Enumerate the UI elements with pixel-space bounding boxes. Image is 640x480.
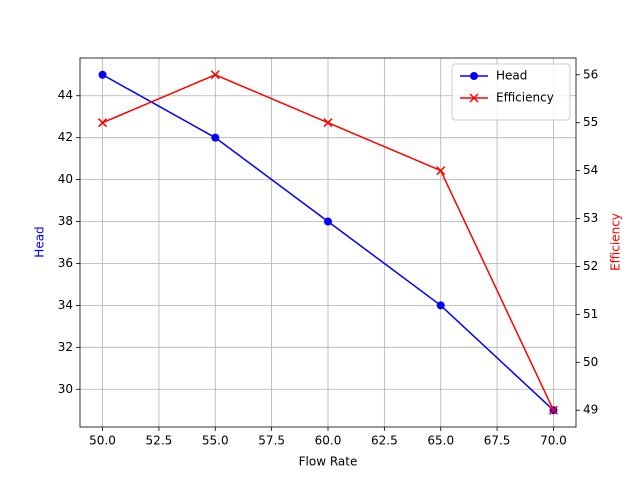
marker <box>210 70 220 80</box>
marker <box>324 217 332 226</box>
x-tick-label: 60.0 <box>315 434 342 448</box>
y2-axis-label: Efficiency <box>609 213 623 271</box>
x-tick-label: 62.5 <box>371 434 398 448</box>
x-axis-label: Flow Rate <box>299 455 358 469</box>
marker <box>548 405 558 415</box>
y-tick-label: 42 <box>58 130 73 144</box>
marker <box>436 166 446 176</box>
y2-tick-label: 50 <box>583 355 598 369</box>
y2-tick-label: 54 <box>583 163 598 177</box>
y-tick-label: 34 <box>58 298 73 312</box>
y2-tick-label: 53 <box>583 211 598 225</box>
marker <box>469 93 479 103</box>
y-axis-label: Head <box>33 226 47 257</box>
y-tick-label: 40 <box>58 172 73 186</box>
marker <box>98 70 107 79</box>
y2-tick-label: 52 <box>583 259 598 273</box>
plot-frame <box>79 57 577 428</box>
marker <box>211 133 220 142</box>
x-tick-label: 70.0 <box>540 434 567 448</box>
marker <box>470 72 478 80</box>
legend: Head Efficiency <box>451 63 571 121</box>
x-tick-label: 65.0 <box>427 434 454 448</box>
legend-box <box>451 63 571 121</box>
y-tick-label: 32 <box>58 340 73 354</box>
x-tick-label: 67.5 <box>484 434 511 448</box>
y2-tick-label: 56 <box>583 67 598 81</box>
marker <box>98 118 108 128</box>
legend-label: Head <box>496 69 527 83</box>
x-tick-label: 57.5 <box>258 434 285 448</box>
x-tick-label: 55.0 <box>202 434 229 448</box>
marker <box>436 301 445 310</box>
y-tick-label: 30 <box>58 382 73 396</box>
y-tick-label: 36 <box>58 256 73 270</box>
y2-tick-label: 51 <box>583 307 598 321</box>
x-tick-label: 52.5 <box>146 434 173 448</box>
x-tick-label: 50.0 <box>89 434 116 448</box>
y-tick-label: 44 <box>58 88 73 102</box>
y2-tick-label: 55 <box>583 115 598 129</box>
y2-tick-label: 49 <box>583 403 598 417</box>
legend-label: Efficiency <box>496 91 554 105</box>
marker <box>323 118 333 128</box>
y-tick-label: 38 <box>58 214 73 228</box>
